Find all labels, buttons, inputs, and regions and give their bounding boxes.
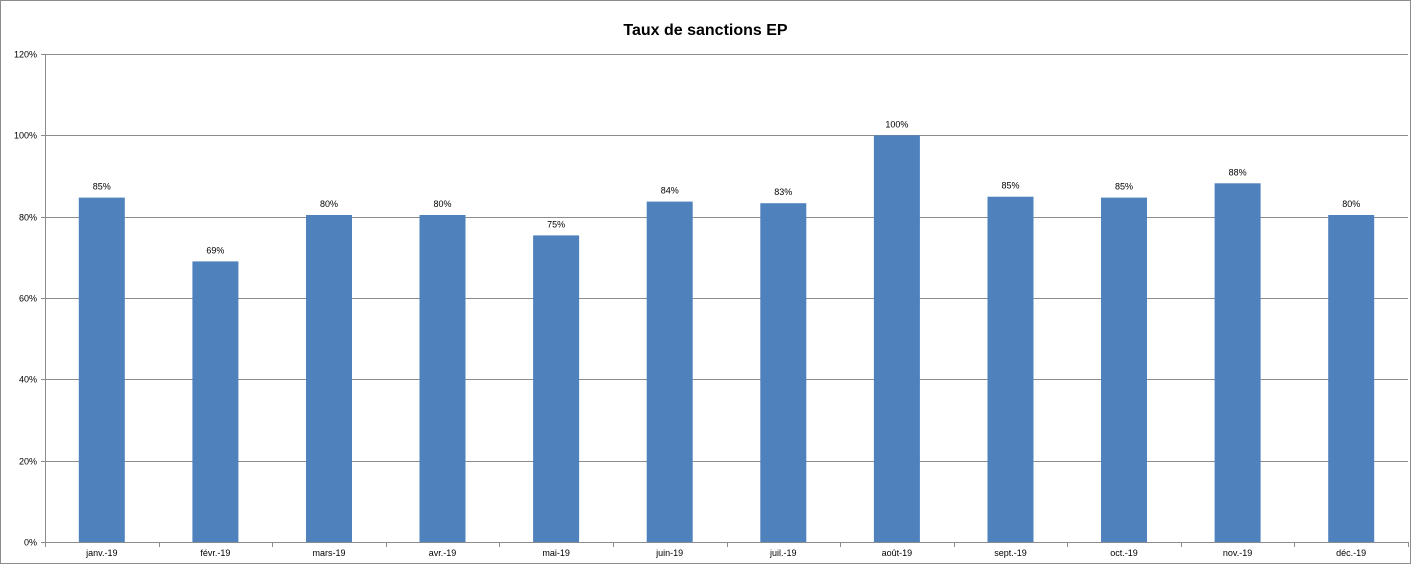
bar xyxy=(873,135,920,543)
x-axis-ticks: janv.-19 févr.-19 mars-19 avr.-19 mai-19 juin… xyxy=(45,542,1409,558)
y-tick-label: 0% xyxy=(24,538,37,548)
y-tick-label: 80% xyxy=(19,213,37,223)
data-label: 75% xyxy=(547,219,565,229)
x-tick-label: janv.-19 xyxy=(85,548,117,558)
y-tick-label: 100% xyxy=(14,131,37,141)
chart-title: Taux de sanctions EP xyxy=(623,22,788,39)
data-label: 84% xyxy=(661,186,679,196)
gridlines xyxy=(45,54,1408,462)
bar xyxy=(760,203,807,542)
bar xyxy=(192,261,239,542)
x-tick-label: déc.-19 xyxy=(1336,548,1366,558)
x-tick-label: oct.-19 xyxy=(1110,548,1138,558)
x-tick-label: avr.-19 xyxy=(429,548,457,558)
y-tick-label: 20% xyxy=(19,457,37,467)
x-tick-label: août-19 xyxy=(882,548,913,558)
x-tick-label: juil.-19 xyxy=(769,548,797,558)
data-label: 85% xyxy=(1001,181,1019,191)
data-label: 85% xyxy=(1115,182,1133,192)
x-tick-label: juin-19 xyxy=(655,548,683,558)
bar xyxy=(1101,197,1147,542)
x-tick-label: févr.-19 xyxy=(200,548,230,558)
bar xyxy=(1214,183,1261,543)
y-tick-label: 40% xyxy=(19,375,37,385)
x-tick-label: nov.-19 xyxy=(1223,548,1252,558)
bar xyxy=(987,196,1034,542)
y-axis-ticks: 0% 20% 40% 60% 80% 100% 120% xyxy=(14,50,45,548)
data-label: 85% xyxy=(93,182,111,192)
data-label: 80% xyxy=(320,199,338,209)
data-label: 80% xyxy=(433,199,451,209)
data-label: 100% xyxy=(885,119,908,129)
bar xyxy=(306,215,352,542)
data-label: 88% xyxy=(1229,167,1247,177)
x-tick-label: mars-19 xyxy=(312,548,345,558)
data-label: 83% xyxy=(774,187,792,197)
bar xyxy=(646,201,693,542)
data-label: 80% xyxy=(1342,199,1360,209)
bar xyxy=(533,235,580,542)
y-tick-label: 120% xyxy=(14,50,37,60)
bar xyxy=(419,215,466,542)
bars xyxy=(78,135,1375,543)
y-tick-label: 60% xyxy=(19,294,37,304)
data-label: 69% xyxy=(206,245,224,255)
bar xyxy=(78,197,125,542)
bar xyxy=(1328,215,1375,542)
x-tick-label: mai-19 xyxy=(542,548,570,558)
x-tick-label: sept.-19 xyxy=(994,548,1027,558)
data-labels: 85% 69% 80% 80% 75% 84% 83% 100% 85% 85% 88% 80% xyxy=(93,119,1360,255)
